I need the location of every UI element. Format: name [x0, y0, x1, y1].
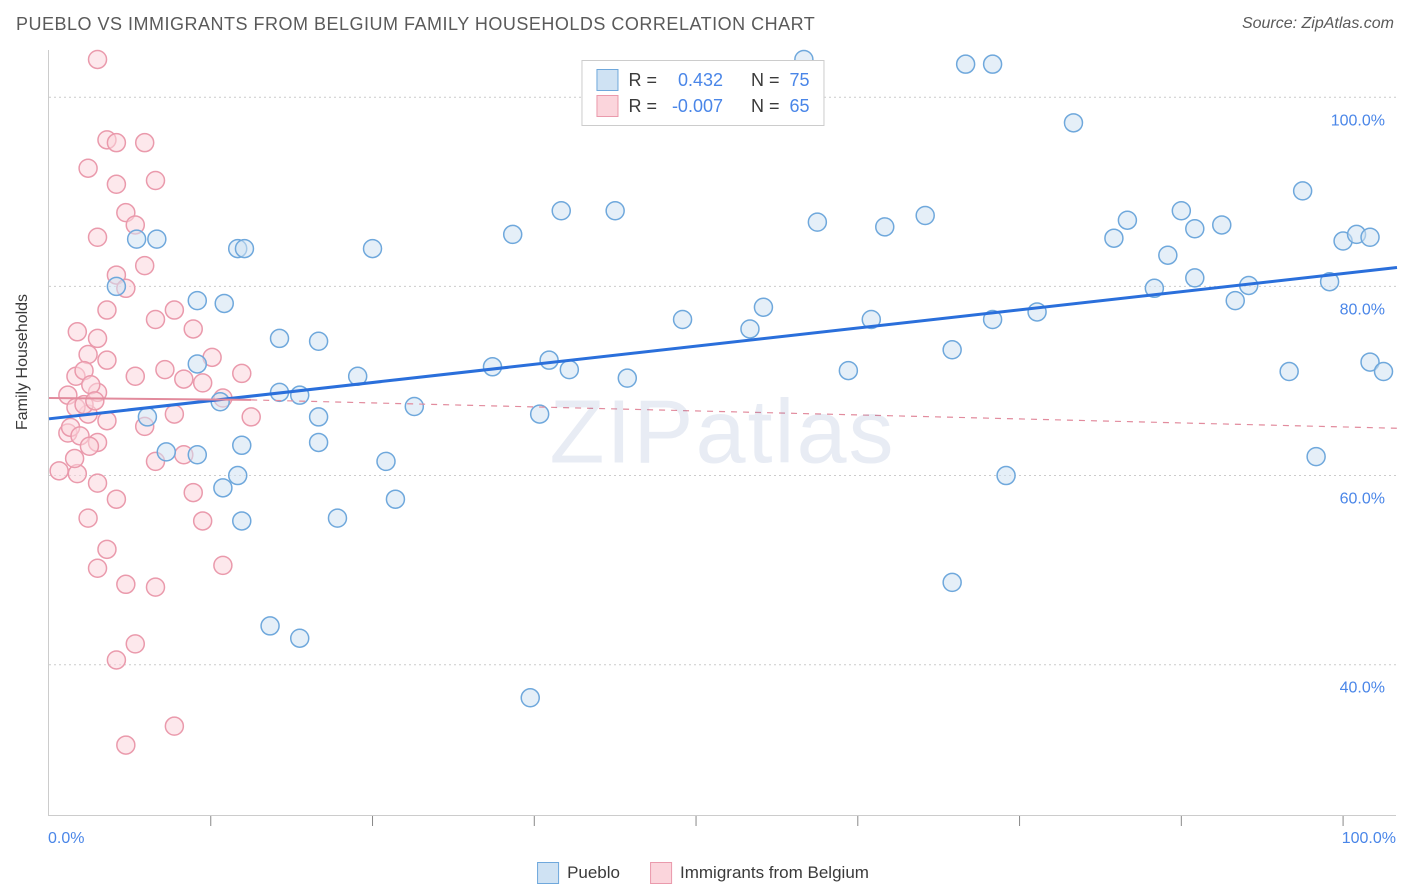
svg-text:40.0%: 40.0%	[1340, 680, 1385, 697]
svg-text:80.0%: 80.0%	[1340, 301, 1385, 318]
chart-title: PUEBLO VS IMMIGRANTS FROM BELGIUM FAMILY…	[16, 14, 815, 35]
legend-item-pueblo: Pueblo	[537, 862, 620, 884]
r-value-pueblo: 0.432	[667, 67, 723, 93]
legend-row-belgium: R = -0.007 N = 65	[596, 93, 809, 119]
swatch-belgium-2	[650, 862, 672, 884]
swatch-pueblo-2	[537, 862, 559, 884]
x-axis-end-labels: 0.0% 100.0%	[48, 830, 1396, 848]
chart-svg: 40.0% 60.0% 80.0% 100.0%	[49, 50, 1397, 816]
y-axis-label: Family Households	[14, 294, 32, 430]
chart-header: PUEBLO VS IMMIGRANTS FROM BELGIUM FAMILY…	[0, 0, 1406, 48]
r-label: R =	[628, 67, 657, 93]
legend-item-belgium: Immigrants from Belgium	[650, 862, 869, 884]
n-value-pueblo: 75	[790, 67, 810, 93]
legend-label-pueblo: Pueblo	[567, 863, 620, 883]
plot-area: 40.0%60.0%80.0%100.0% ZIPatlas	[48, 50, 1396, 816]
swatch-belgium	[596, 95, 618, 117]
legend-label-belgium: Immigrants from Belgium	[680, 863, 869, 883]
n-label: N =	[751, 67, 780, 93]
x-min-label: 0.0%	[48, 830, 84, 848]
x-max-label: 100.0%	[1342, 830, 1396, 848]
svg-text:100.0%: 100.0%	[1331, 112, 1385, 129]
source-label: Source: ZipAtlas.com	[1242, 15, 1394, 33]
legend-correlation: R = 0.432 N = 75 R = -0.007 N = 65	[581, 60, 824, 126]
r-value-belgium: -0.007	[667, 93, 723, 119]
svg-text:60.0%: 60.0%	[1340, 491, 1385, 508]
legend-row-pueblo: R = 0.432 N = 75	[596, 67, 809, 93]
r-label-2: R =	[628, 93, 657, 119]
swatch-pueblo	[596, 69, 618, 91]
legend-series: Pueblo Immigrants from Belgium	[537, 862, 869, 884]
n-value-belgium: 65	[790, 93, 810, 119]
n-label-2: N =	[751, 93, 780, 119]
